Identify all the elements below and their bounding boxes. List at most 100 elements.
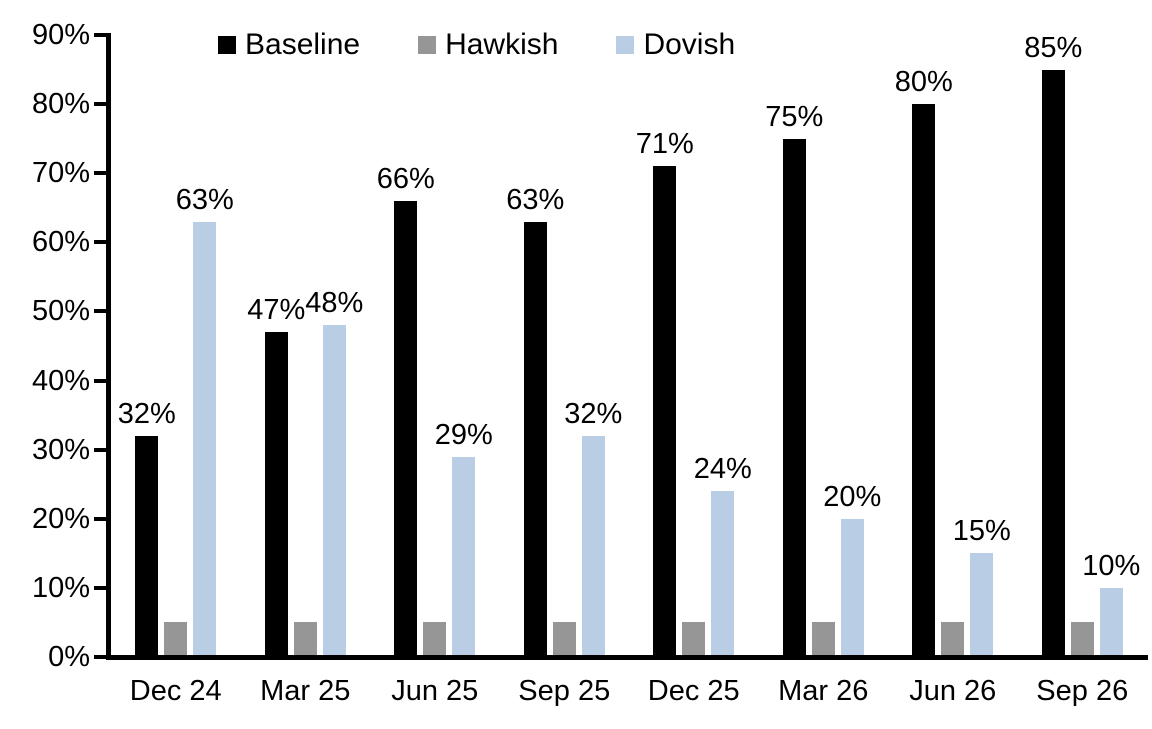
bar-column [164,35,188,657]
bar-column: 71% [636,35,694,657]
bar-group: 66% 29% [377,35,493,657]
bar-group: 63% 32% [506,35,622,657]
y-tick-label: 10% [31,571,90,604]
category-slot: 47% 48% [241,35,371,657]
bar-dovish [711,491,735,657]
y-tick-label: 40% [31,364,90,397]
bar-hawkish [423,622,447,657]
bar-dovish [1099,587,1123,657]
legend-item-dovish: Dovish [616,30,735,60]
legend: Baseline Hawkish Dovish [218,30,735,60]
y-tick-label: 30% [31,433,90,466]
legend-swatch-hawkish-icon [418,36,437,54]
y-axis-line [106,33,111,660]
bar-column: 20% [823,35,881,657]
y-tick-label: 50% [31,295,90,328]
bar-group: 47% 48% [247,35,363,657]
y-tick-mark [94,516,107,521]
x-tick-label: Dec 25 [647,675,740,707]
bar-column: 85% [1024,32,1082,657]
x-tick-label: Sep 26 [1036,675,1129,707]
bar-hawkish [941,622,965,657]
bar-hawkish [811,622,835,657]
plot-area: 32% 63% 47% 48% 66% 29% 63% 32% 71% 24% 75% 20% 80% 1… [111,32,1148,657]
bar-dovish [452,456,476,657]
bar-value-label: 63% [175,183,234,216]
bar-dovish [322,325,346,657]
bar-value-label: 66% [376,162,435,195]
legend-item-hawkish: Hawkish [418,30,558,60]
bar-column: 66% [377,35,435,657]
bar-baseline [782,138,806,657]
bar-column [682,35,706,657]
y-tick-mark [94,655,107,659]
y-tick-label: 0% [48,641,90,673]
y-tick-mark [94,378,107,383]
bar-value-label: 29% [434,418,493,451]
bar-hawkish [164,622,188,657]
bar-baseline [1041,69,1065,657]
bar-column [423,35,447,657]
bar-dovish [840,518,864,657]
bar-group: 71% 24% [636,35,752,657]
bar-value-label: 47% [247,294,306,327]
bar-column: 47% [247,35,305,657]
bar-dovish [970,553,994,657]
category-slot: 63% 32% [500,35,630,657]
x-axis-line [106,655,1148,660]
bar-dovish [193,221,217,657]
bar-value-label: 24% [693,453,752,486]
bar-value-label: 85% [1024,31,1083,64]
y-tick-mark [94,33,107,37]
legend-label: Hawkish [445,28,559,61]
category-slot: 80% 15% [888,35,1018,657]
bar-baseline [653,166,677,657]
bar-column [1070,35,1094,657]
bar-hawkish [682,622,706,657]
bar-column: 63% [176,35,234,657]
x-tick-label: Mar 26 [778,675,869,707]
bar-hawkish [1070,622,1094,657]
bar-column [293,35,317,657]
y-tick-label: 80% [31,88,90,121]
legend-swatch-dovish-icon [616,36,635,54]
bar-baseline [264,332,288,657]
category-slot: 85% 10% [1018,32,1148,657]
x-tick-label: Mar 25 [260,675,351,707]
bar-column: 29% [435,35,493,657]
bar-value-label: 32% [564,397,623,430]
bar-column: 32% [564,35,622,657]
bar-column: 63% [506,35,564,657]
bar-baseline [394,200,418,657]
bar-value-label: 20% [823,480,882,513]
legend-label: Baseline [245,28,361,61]
x-tick-label: Jun 26 [909,675,997,707]
y-tick-mark [94,171,107,176]
x-tick-label: Dec 24 [129,675,222,707]
bar-column: 75% [765,35,823,657]
bar-column: 24% [694,35,752,657]
y-tick-mark [94,585,107,590]
bar-value-label: 63% [506,183,565,216]
bar-baseline [912,104,936,657]
category-slot: 66% 29% [370,35,500,657]
y-tick-mark [94,447,107,452]
category-slot: 32% 63% [111,35,241,657]
y-tick-label: 70% [31,157,90,190]
bar-value-label: 80% [894,66,953,99]
bar-group: 85% 10% [1024,32,1140,657]
bar-baseline [135,435,159,657]
bar-column: 10% [1082,35,1140,657]
bar-value-label: 75% [765,100,824,133]
bar-value-label: 10% [1082,549,1141,582]
bar-column [552,35,576,657]
bar-baseline [523,221,547,657]
bar-hawkish [293,622,317,657]
bar-column [811,35,835,657]
bar-value-label: 32% [117,397,176,430]
bar-group: 80% 15% [895,35,1011,657]
legend-label: Dovish [643,28,736,61]
y-tick-mark [94,240,107,245]
y-tick-label: 60% [31,226,90,259]
